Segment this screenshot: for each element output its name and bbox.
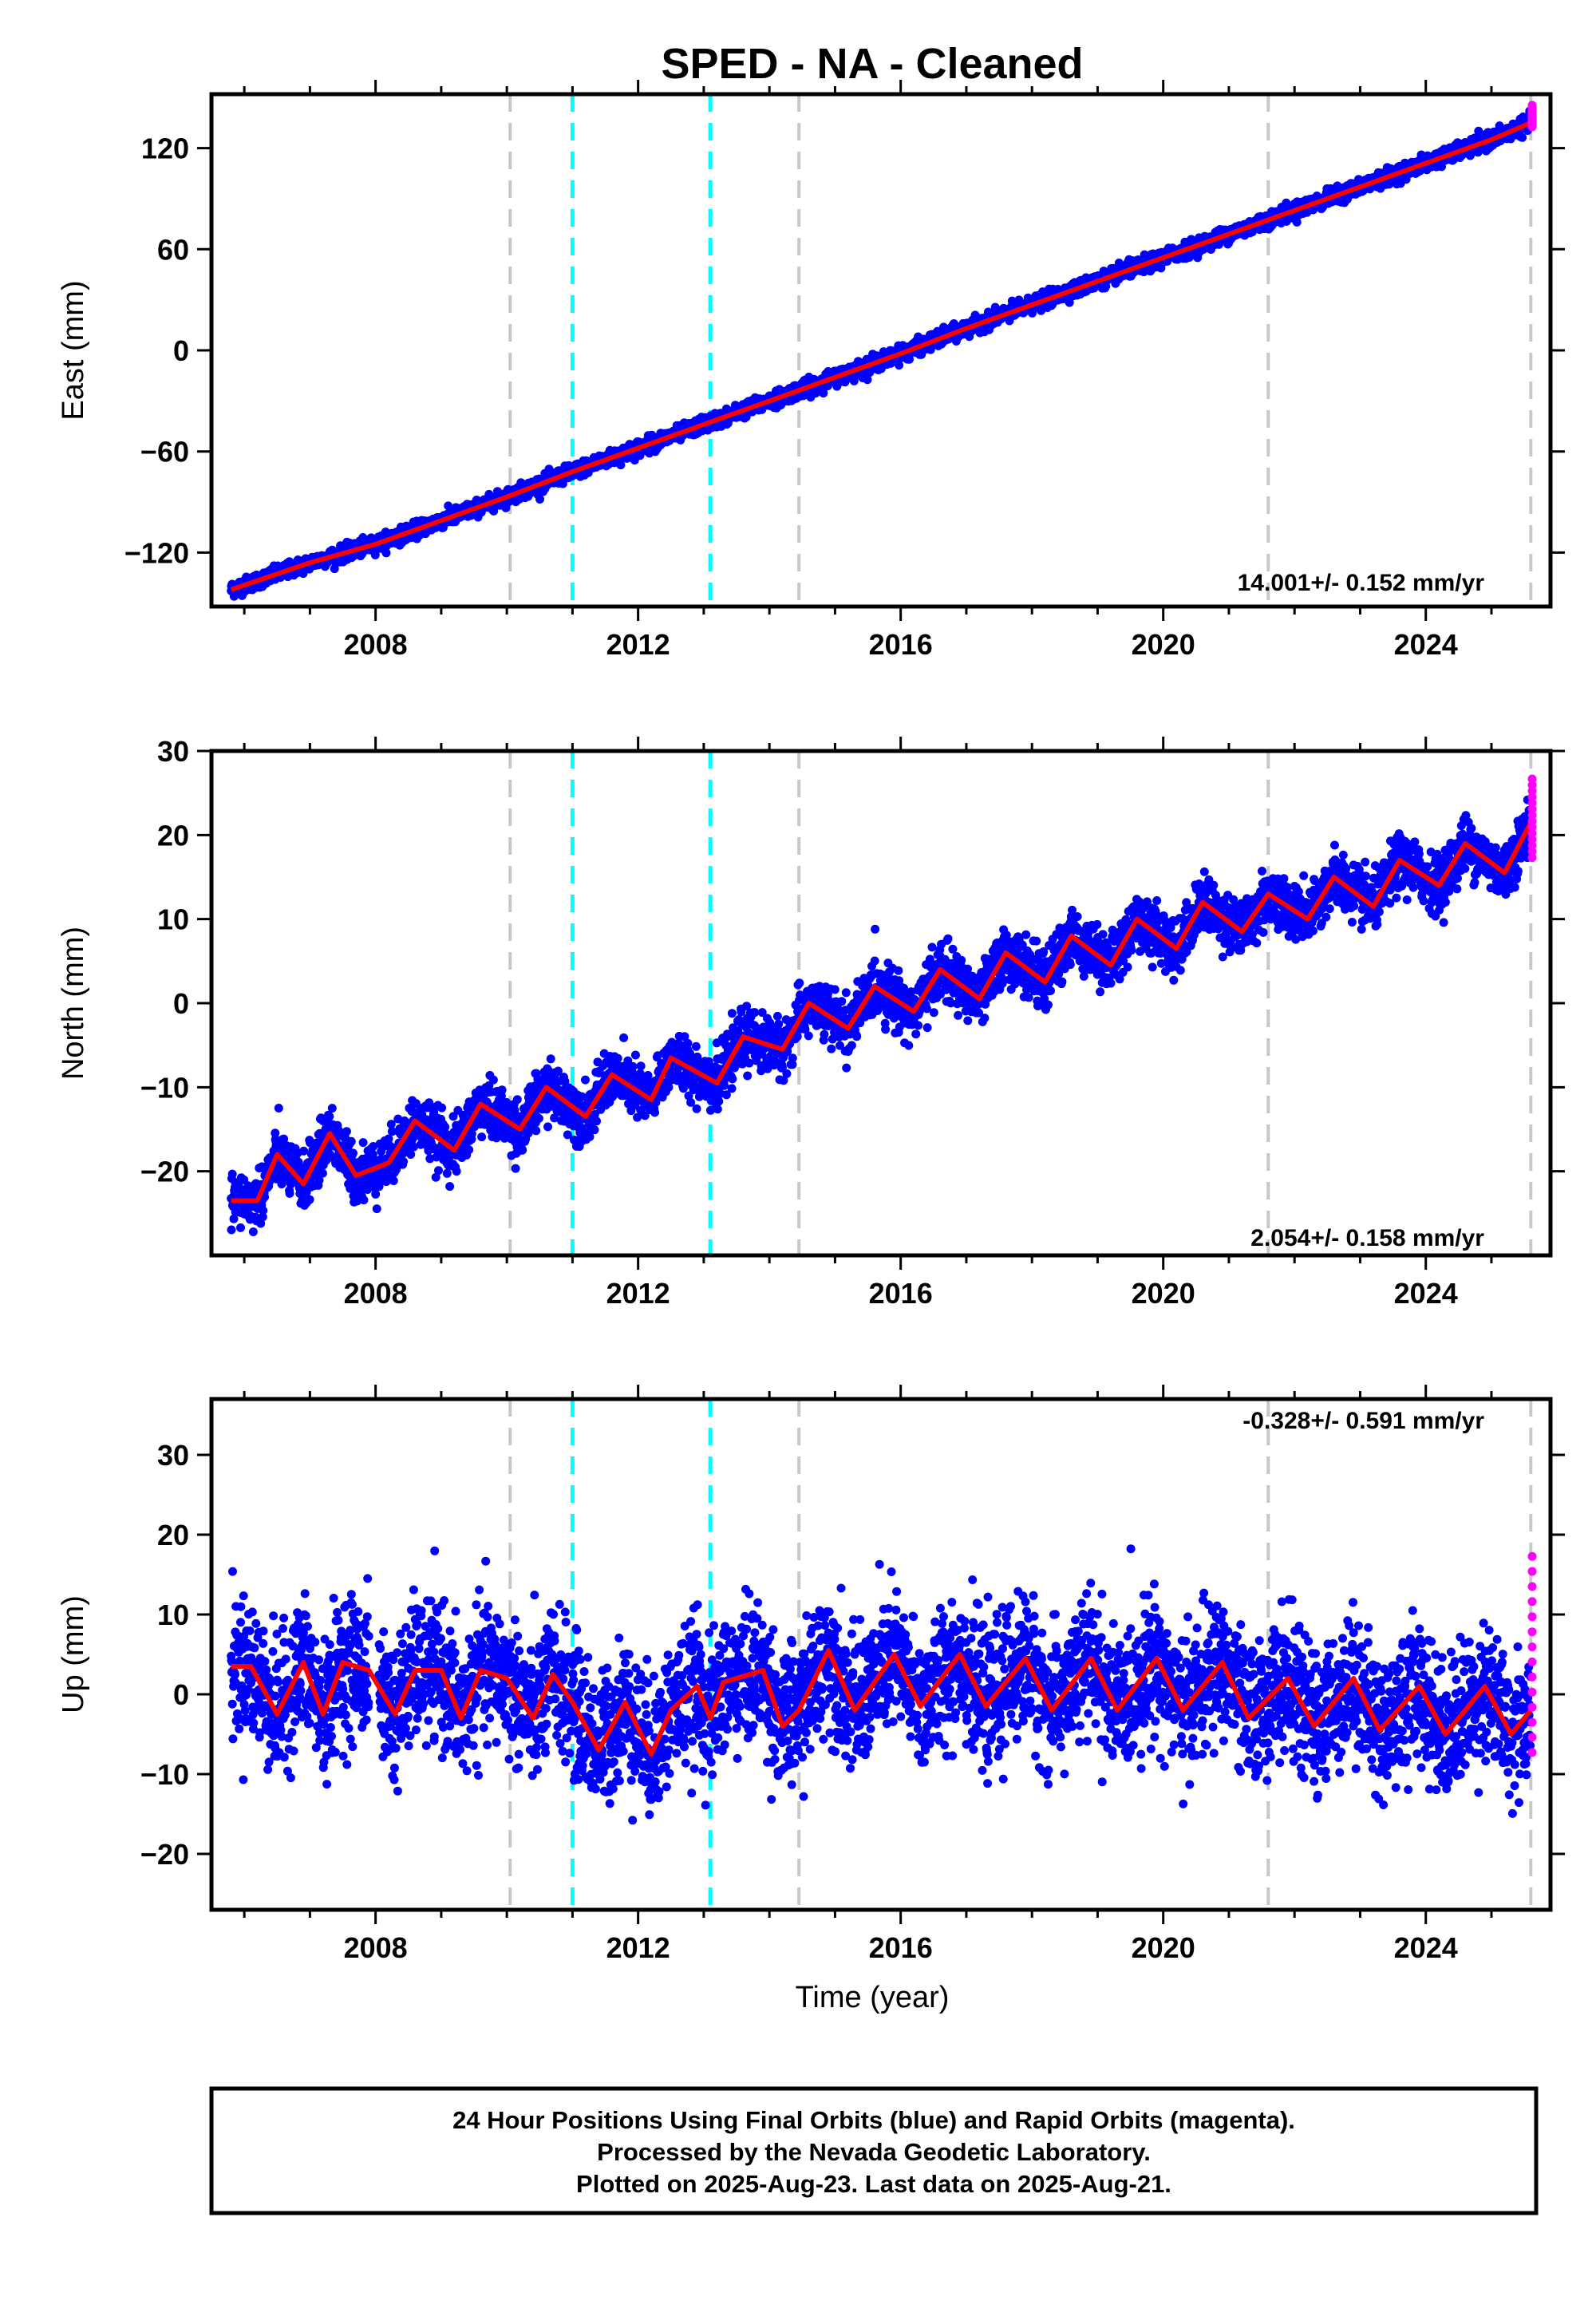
final-orbit-point xyxy=(381,548,391,558)
final-orbit-point xyxy=(1292,217,1302,227)
y-tick-label: 120 xyxy=(141,132,189,165)
rapid-orbit-point xyxy=(1527,101,1537,110)
final-orbit-point xyxy=(318,1168,327,1178)
x-tick-label: 2016 xyxy=(869,628,933,661)
y-tick-label: −60 xyxy=(140,436,189,468)
panel-east: −120 −60 0 60 120 2008 2012 2016 2020 2024 East (m… xyxy=(57,80,1565,661)
model-curve xyxy=(230,121,1532,592)
rate-label: 14.001+/- 0.152 mm/yr xyxy=(1238,570,1485,596)
final-orbit-point xyxy=(229,1214,239,1223)
final-orbit-point xyxy=(305,1195,314,1204)
final-orbit-point xyxy=(325,1112,334,1121)
final-orbit-point xyxy=(349,1148,358,1158)
final-orbit-point xyxy=(370,550,380,559)
final-orbit-point xyxy=(372,1204,381,1214)
final-orbit-point xyxy=(369,1142,378,1151)
final-orbit-point xyxy=(274,1104,283,1113)
plot-area xyxy=(227,751,1537,1255)
final-orbit-point xyxy=(285,1188,294,1198)
final-orbit-point xyxy=(299,1146,309,1156)
chart-title: SPED - NA - Cleaned xyxy=(661,40,1083,88)
final-orbit-point xyxy=(279,1134,289,1144)
y-tick-label: 0 xyxy=(173,334,189,367)
final-orbit-point xyxy=(248,1227,258,1236)
final-orbit-points xyxy=(227,795,1535,1236)
final-orbit-point xyxy=(342,1127,351,1136)
plot-area xyxy=(227,94,1537,607)
final-orbit-point xyxy=(271,1128,280,1138)
y-tick-label: −120 xyxy=(124,536,189,569)
final-orbit-point xyxy=(535,495,544,504)
final-orbit-point xyxy=(236,1223,245,1232)
final-orbit-point xyxy=(327,1104,337,1113)
x-tick-label: 2024 xyxy=(1394,628,1458,661)
final-orbit-point xyxy=(444,501,453,511)
y-axis-label: East (mm) xyxy=(57,280,90,420)
final-orbit-point xyxy=(371,1189,381,1199)
final-orbit-point xyxy=(258,1212,267,1222)
final-orbit-point xyxy=(314,1176,324,1185)
final-orbit-point xyxy=(863,375,872,385)
x-tick-label: 2008 xyxy=(344,628,408,661)
x-tick-label: 2020 xyxy=(1132,628,1195,661)
final-orbit-point xyxy=(905,354,914,364)
final-orbit-point xyxy=(358,1138,368,1148)
final-orbit-point xyxy=(346,1136,356,1146)
final-orbit-point xyxy=(227,1225,236,1235)
final-orbit-point xyxy=(1518,132,1527,142)
final-orbit-point xyxy=(359,1196,369,1205)
y-tick-label: 60 xyxy=(157,233,189,266)
x-tick-label: 2012 xyxy=(606,628,670,661)
final-orbit-point xyxy=(259,1206,268,1215)
rapid-orbit-points xyxy=(1527,101,1537,132)
final-orbit-point xyxy=(227,1169,237,1179)
final-orbit-point xyxy=(895,361,904,370)
